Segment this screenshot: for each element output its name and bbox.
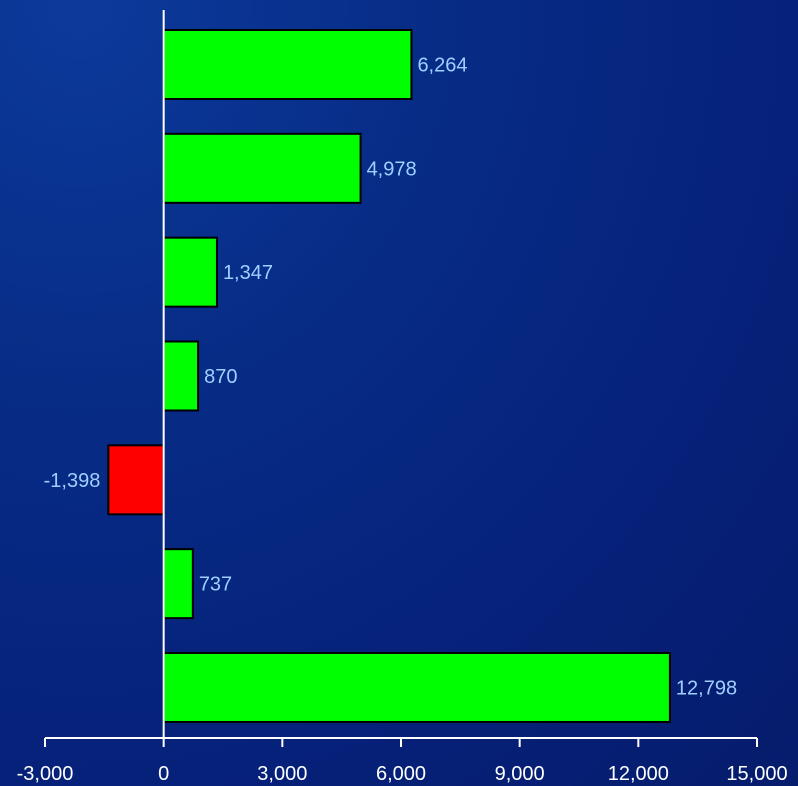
x-tick-label: 15,000: [726, 763, 787, 785]
bar: [162, 236, 218, 308]
value-labels-group: 6,264 4,978 1,347 870 -1,398 737 12,798: [44, 55, 737, 700]
x-tick-label: 9,000: [495, 763, 545, 785]
bars-group: [107, 29, 671, 723]
bar: [162, 340, 200, 412]
bar: [162, 29, 413, 100]
x-tick-label: 12,000: [608, 763, 669, 785]
bar-value-label: 1,347: [223, 262, 273, 284]
bar-value-label: 870: [204, 366, 237, 388]
bar: [162, 548, 194, 620]
bar: [162, 651, 671, 723]
x-tick-label: -3,000: [17, 763, 74, 785]
bar-value-label: 4,978: [367, 158, 417, 180]
x-tick-label: 3,000: [257, 763, 307, 785]
axes-group: [45, 10, 757, 739]
bar-value-label: 12,798: [676, 677, 737, 699]
bar: [107, 444, 165, 516]
bar-value-label: 737: [199, 574, 232, 596]
x-tick-label: 6,000: [376, 763, 426, 785]
x-ticks-group: -3,000 0 3,000 6,000 9,000 12,000 15,000: [17, 738, 788, 785]
bar-value-label: -1,398: [44, 470, 101, 492]
x-tick-label: 0: [158, 763, 169, 785]
bar: [162, 132, 362, 204]
bar-value-label: 6,264: [417, 55, 467, 77]
